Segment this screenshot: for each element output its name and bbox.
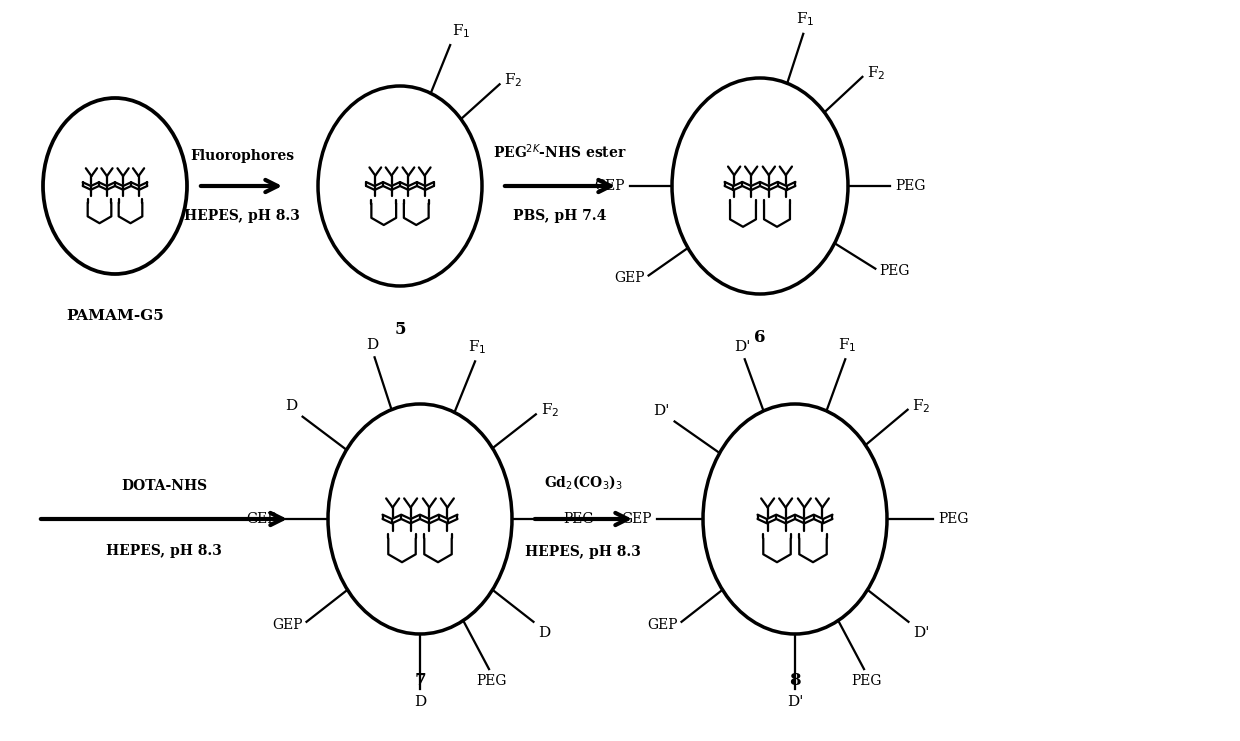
Text: GEP: GEP [247,512,277,526]
Text: D': D' [913,625,930,639]
Text: D': D' [787,695,804,709]
Text: F$_2$: F$_2$ [913,397,930,415]
Text: F$_2$: F$_2$ [541,402,559,419]
Text: F$_1$: F$_1$ [467,338,486,356]
Text: D': D' [734,339,751,353]
Text: F$_1$: F$_1$ [453,21,471,39]
Text: F$_1$: F$_1$ [796,10,815,28]
Text: F$_2$: F$_2$ [867,64,885,82]
Text: HEPES, pH 8.3: HEPES, pH 8.3 [184,209,300,223]
Text: PEG: PEG [563,512,594,526]
Text: PEG: PEG [937,512,968,526]
Text: D: D [414,695,427,709]
Text: F$_1$: F$_1$ [838,336,857,353]
Text: PEG: PEG [895,179,925,193]
Text: HEPES, pH 8.3: HEPES, pH 8.3 [525,545,641,559]
Text: HEPES, pH 8.3: HEPES, pH 8.3 [107,544,222,558]
Text: 6: 6 [754,329,766,346]
Text: GEP: GEP [272,618,303,632]
Text: F$_2$: F$_2$ [503,71,522,89]
Text: PEG$^{2K}$-NHS ester: PEG$^{2K}$-NHS ester [494,142,627,161]
Text: D': D' [653,404,670,418]
Text: D: D [367,338,379,352]
Text: 8: 8 [789,672,801,689]
Text: PEG: PEG [879,265,910,279]
Text: GEP: GEP [614,271,645,285]
Text: GEP: GEP [647,618,677,632]
Text: 5: 5 [394,321,405,338]
Text: D: D [538,625,551,639]
Text: PBS, pH 7.4: PBS, pH 7.4 [513,209,606,223]
Text: DOTA-NHS: DOTA-NHS [122,479,207,493]
Text: GEP: GEP [621,512,652,526]
Text: 7: 7 [414,672,425,689]
Text: PEG: PEG [851,674,882,688]
Text: Gd$_2$(CO$_3$)$_3$: Gd$_2$(CO$_3$)$_3$ [543,473,622,491]
Text: Fluorophores: Fluorophores [190,149,294,163]
Text: PEG: PEG [476,674,507,688]
Text: GEP: GEP [594,179,625,193]
Text: PAMAM-G5: PAMAM-G5 [66,309,164,323]
Text: D: D [285,399,298,413]
